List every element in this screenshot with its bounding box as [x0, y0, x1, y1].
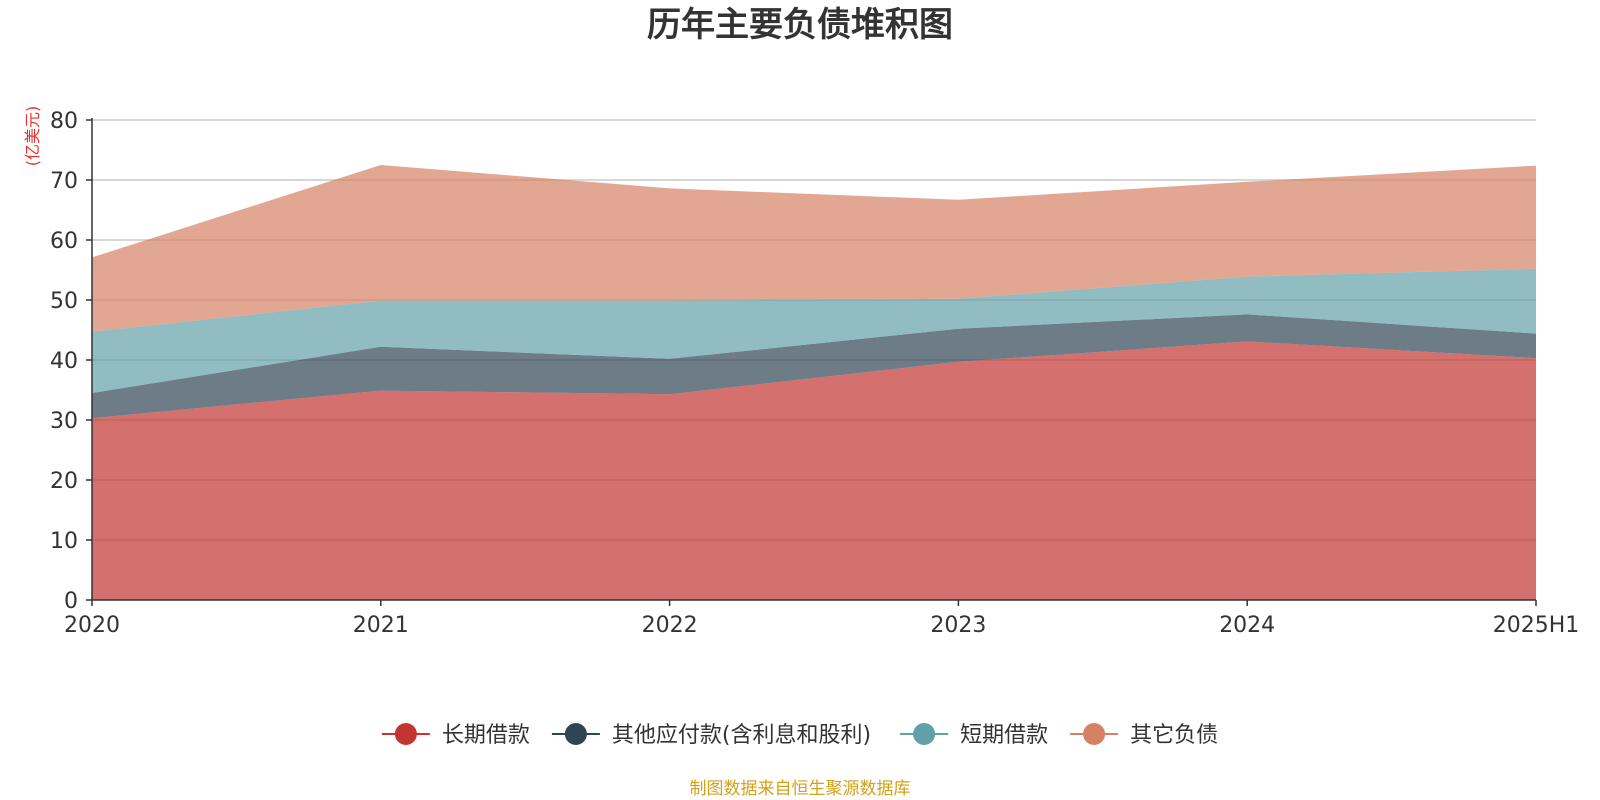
x-tick-label-0: 2020 — [64, 613, 120, 638]
legend-item-2: 短期借款 — [900, 723, 1048, 748]
legend-item-1: 其他应付款(含利息和股利) — [551, 723, 871, 748]
y-tick-label-70: 70 — [50, 169, 78, 194]
area-series — [92, 165, 1536, 600]
chart-title: 历年主要负债堆积图 — [647, 5, 953, 45]
legend-label-1: 其他应付款(含利息和股利) — [612, 723, 871, 748]
y-tick-label-80: 80 — [50, 109, 78, 134]
legend-marker-1 — [564, 723, 587, 745]
area-series-0 — [92, 341, 1536, 600]
legend-marker-2 — [913, 723, 936, 745]
legend-item-3: 其它负债 — [1070, 723, 1218, 748]
x-tick-label-5: 2025H1 — [1493, 613, 1580, 638]
x-tick-label-1: 2021 — [353, 613, 409, 638]
legend: 长期借款 其他应付款(含利息和股利) 短期借款 其它负债 — [381, 723, 1218, 748]
area-series-3 — [92, 165, 1536, 332]
x-tick-label-4: 2024 — [1219, 613, 1275, 638]
y-tick-label-60: 60 — [50, 229, 78, 254]
legend-marker-3 — [1083, 723, 1106, 745]
y-tick-label-40: 40 — [50, 349, 78, 374]
legend-label-2: 短期借款 — [960, 723, 1048, 748]
y-tick-label-30: 30 — [50, 409, 78, 434]
x-tick-label-2: 2022 — [642, 613, 698, 638]
source-note: 制图数据来自恒生聚源数据库 — [689, 779, 911, 799]
y-tick-label-10: 10 — [50, 529, 78, 554]
legend-item-0: 长期借款 — [381, 723, 530, 748]
y-tick-label-20: 20 — [50, 469, 78, 494]
legend-label-0: 长期借款 — [442, 723, 530, 748]
legend-label-3: 其它负债 — [1130, 723, 1218, 748]
y-tick-label-50: 50 — [50, 289, 78, 314]
area-series-2 — [92, 268, 1536, 393]
area-series-1 — [92, 314, 1536, 419]
x-tick-label-3: 2023 — [930, 613, 986, 638]
y-tick-label-0: 0 — [64, 589, 78, 614]
axes: 0 10 20 30 40 50 60 70 80 2020 2021 2022 2023 2024 202… — [23, 106, 1579, 638]
legend-marker-0 — [394, 723, 417, 745]
y-axis-label: (亿美元) — [23, 106, 42, 167]
